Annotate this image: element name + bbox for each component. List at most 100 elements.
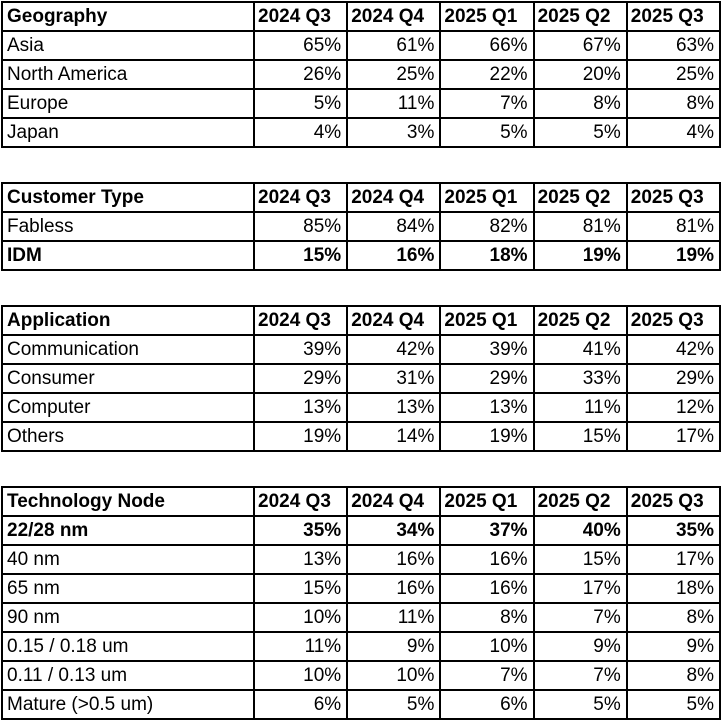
table-application: Application 2024 Q3 2024 Q4 2025 Q1 2025 Q2 2… xyxy=(1,305,722,452)
row-label-22-28-nm: 22/28 nm xyxy=(1,515,255,546)
value-cell: 20% xyxy=(532,59,628,90)
value-cell: 16% xyxy=(439,544,535,575)
value-cell: 66% xyxy=(439,30,535,61)
value-cell: 10% xyxy=(252,660,349,691)
row-label-computer: Computer xyxy=(1,392,255,423)
section-title-geography: Geography xyxy=(1,1,255,32)
column-header-2024-q4: 2024 Q4 xyxy=(346,305,442,336)
value-cell: 6% xyxy=(252,689,349,720)
row-label-japan: Japan xyxy=(1,117,255,148)
value-cell: 34% xyxy=(346,515,442,546)
value-cell: 16% xyxy=(346,544,442,575)
value-cell: 61% xyxy=(346,30,442,61)
header-row-application: Application 2024 Q3 2024 Q4 2025 Q1 2025 Q2 2… xyxy=(1,305,722,336)
value-cell: 15% xyxy=(252,240,349,271)
row-label-90-nm: 90 nm xyxy=(1,602,255,633)
row-label-0-11-0-13-um: 0.11 / 0.13 um xyxy=(1,660,255,691)
value-cell: 5% xyxy=(346,689,442,720)
value-cell: 5% xyxy=(532,117,628,148)
column-header-2024-q4: 2024 Q4 xyxy=(346,182,442,213)
value-cell: 8% xyxy=(439,602,535,633)
data-row-japan: Japan 4% 3% 5% 5% 4% xyxy=(1,117,722,148)
value-cell: 41% xyxy=(532,334,628,365)
data-row-0-11-0-13-um: 0.11 / 0.13 um 10% 10% 7% 7% 8% xyxy=(1,660,722,691)
value-cell: 40% xyxy=(532,515,628,546)
data-row-europe: Europe 5% 11% 7% 8% 8% xyxy=(1,88,722,119)
value-cell: 15% xyxy=(532,544,628,575)
value-cell: 35% xyxy=(625,515,722,546)
data-row-mature-0-5-um: Mature (>0.5 um) 6% 5% 6% 5% 5% xyxy=(1,689,722,720)
value-cell: 8% xyxy=(625,660,722,691)
value-cell: 11% xyxy=(252,631,349,662)
column-header-2025-q2: 2025 Q2 xyxy=(532,305,628,336)
value-cell: 17% xyxy=(625,421,722,452)
value-cell: 15% xyxy=(532,421,628,452)
data-row-communication: Communication 39% 42% 39% 41% 42% xyxy=(1,334,722,365)
value-cell: 6% xyxy=(439,689,535,720)
value-cell: 19% xyxy=(625,240,722,271)
value-cell: 12% xyxy=(625,392,722,423)
column-header-2025-q1: 2025 Q1 xyxy=(439,1,535,32)
data-row-65-nm: 65 nm 15% 16% 16% 17% 18% xyxy=(1,573,722,604)
table-technology-node: Technology Node 2024 Q3 2024 Q4 2025 Q1 2025… xyxy=(1,486,722,720)
value-cell: 18% xyxy=(625,573,722,604)
value-cell: 9% xyxy=(346,631,442,662)
value-cell: 39% xyxy=(252,334,349,365)
column-header-2025-q3: 2025 Q3 xyxy=(625,486,722,517)
data-row-others: Others 19% 14% 19% 15% 17% xyxy=(1,421,722,452)
header-row-customer-type: Customer Type 2024 Q3 2024 Q4 2025 Q1 2025 Q… xyxy=(1,182,722,213)
value-cell: 7% xyxy=(532,660,628,691)
row-label-fabless: Fabless xyxy=(1,211,255,242)
header-row-technology-node: Technology Node 2024 Q3 2024 Q4 2025 Q1 2025… xyxy=(1,486,722,517)
column-header-2024-q3: 2024 Q3 xyxy=(252,1,349,32)
value-cell: 29% xyxy=(625,363,722,394)
value-cell: 9% xyxy=(532,631,628,662)
value-cell: 13% xyxy=(252,392,349,423)
value-cell: 25% xyxy=(346,59,442,90)
data-row-consumer: Consumer 29% 31% 29% 33% 29% xyxy=(1,363,722,394)
section-title-application: Application xyxy=(1,305,255,336)
value-cell: 65% xyxy=(252,30,349,61)
value-cell: 3% xyxy=(346,117,442,148)
column-header-2025-q1: 2025 Q1 xyxy=(439,182,535,213)
value-cell: 63% xyxy=(625,30,722,61)
value-cell: 29% xyxy=(439,363,535,394)
value-cell: 10% xyxy=(439,631,535,662)
column-header-2025-q2: 2025 Q2 xyxy=(532,486,628,517)
value-cell: 26% xyxy=(252,59,349,90)
data-row-computer: Computer 13% 13% 13% 11% 12% xyxy=(1,392,722,423)
column-header-2025-q3: 2025 Q3 xyxy=(625,182,722,213)
value-cell: 22% xyxy=(439,59,535,90)
value-cell: 17% xyxy=(532,573,628,604)
value-cell: 81% xyxy=(532,211,628,242)
value-cell: 7% xyxy=(439,660,535,691)
value-cell: 25% xyxy=(625,59,722,90)
data-row-40-nm: 40 nm 13% 16% 16% 15% 17% xyxy=(1,544,722,575)
value-cell: 15% xyxy=(252,573,349,604)
value-cell: 82% xyxy=(439,211,535,242)
row-label-idm: IDM xyxy=(1,240,255,271)
value-cell: 13% xyxy=(252,544,349,575)
value-cell: 8% xyxy=(532,88,628,119)
value-cell: 85% xyxy=(252,211,349,242)
value-cell: 16% xyxy=(439,573,535,604)
value-cell: 5% xyxy=(532,689,628,720)
value-cell: 84% xyxy=(346,211,442,242)
value-cell: 4% xyxy=(252,117,349,148)
value-cell: 18% xyxy=(439,240,535,271)
row-label-0-15-0-18-um: 0.15 / 0.18 um xyxy=(1,631,255,662)
section-title-customer-type: Customer Type xyxy=(1,182,255,213)
header-row-geography: Geography 2024 Q3 2024 Q4 2025 Q1 2025 Q2 202… xyxy=(1,1,722,32)
value-cell: 14% xyxy=(346,421,442,452)
value-cell: 31% xyxy=(346,363,442,394)
data-row-asia: Asia 65% 61% 66% 67% 63% xyxy=(1,30,722,61)
data-row-0-15-0-18-um: 0.15 / 0.18 um 11% 9% 10% 9% 9% xyxy=(1,631,722,662)
value-cell: 10% xyxy=(346,660,442,691)
value-cell: 11% xyxy=(346,88,442,119)
value-cell: 5% xyxy=(252,88,349,119)
section-title-technology-node: Technology Node xyxy=(1,486,255,517)
row-label-others: Others xyxy=(1,421,255,452)
row-label-europe: Europe xyxy=(1,88,255,119)
value-cell: 11% xyxy=(346,602,442,633)
